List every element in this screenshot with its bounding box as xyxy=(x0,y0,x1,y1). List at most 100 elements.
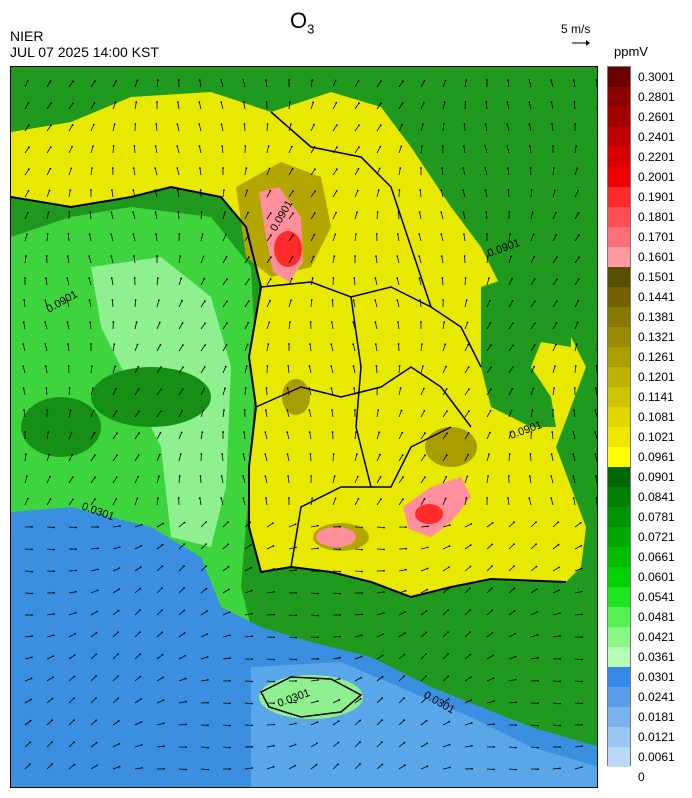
wind-arrow-head xyxy=(206,610,208,613)
wind-arrow-head xyxy=(28,146,30,149)
wind-arrow xyxy=(530,366,535,374)
wind-arrow xyxy=(530,521,537,528)
wind-arrow-head xyxy=(405,526,407,529)
wind-arrow-head xyxy=(117,720,120,722)
wind-arrow-head xyxy=(311,79,314,81)
wind-arrow xyxy=(222,234,227,242)
wind-arrow xyxy=(353,366,356,374)
wind-arrow-head xyxy=(333,475,336,478)
wind-arrow xyxy=(134,366,139,374)
wind-arrow-head xyxy=(290,145,293,148)
wind-arrow-head xyxy=(492,677,495,680)
wind-arrow-head xyxy=(317,679,319,681)
wind-arrow-head xyxy=(247,234,250,236)
wind-arrow xyxy=(222,634,230,638)
wind-arrow-head xyxy=(338,677,341,680)
wind-arrow-head xyxy=(445,388,448,390)
colorbar-label: 0.2401 xyxy=(638,130,675,144)
wind-arrow xyxy=(574,101,576,110)
province-boundary-4 xyxy=(350,296,372,488)
wind-arrow-head xyxy=(185,700,187,703)
wind-arrow xyxy=(442,476,447,484)
wind-arrow xyxy=(332,720,340,726)
wind-arrow-head xyxy=(161,631,164,634)
wind-arrow xyxy=(464,300,467,308)
wind-arrow-head xyxy=(513,587,516,590)
wind-arrow-head xyxy=(183,632,186,634)
wind-arrow xyxy=(222,322,228,330)
wind-arrow-head xyxy=(88,299,91,302)
wind-arrow xyxy=(68,233,70,242)
wind-arrow-head xyxy=(273,702,275,705)
colorbar-label: 0.2801 xyxy=(638,90,675,104)
wind-arrow xyxy=(507,80,510,88)
wind-arrow xyxy=(464,745,472,748)
wind-arrow-head xyxy=(485,211,487,214)
wind-arrow-head xyxy=(309,321,312,323)
wind-arrow-head xyxy=(73,697,75,699)
wind-arrow-head xyxy=(185,768,187,771)
wind-arrow xyxy=(486,544,493,550)
wind-arrow-head xyxy=(25,255,27,257)
wind-arrow-head xyxy=(358,102,360,105)
wind-arrow-head xyxy=(71,453,74,456)
wind-arrow xyxy=(508,565,515,572)
wind-arrow xyxy=(420,432,426,440)
wind-arrow-head xyxy=(537,656,539,659)
chart-title: O3 xyxy=(290,8,314,42)
colorbar-swatch xyxy=(608,447,630,467)
wind-arrow xyxy=(220,498,224,506)
wind-arrow xyxy=(310,498,313,506)
wind-arrow xyxy=(310,679,318,682)
wind-arrow xyxy=(88,278,92,286)
wind-arrow-head xyxy=(469,544,472,546)
wind-arrow xyxy=(574,365,577,374)
wind-arrow xyxy=(222,566,229,572)
wind-arrow xyxy=(46,613,54,616)
wind-arrow xyxy=(376,633,384,638)
wind-arrow xyxy=(375,344,378,352)
wind-arrow-head xyxy=(163,768,165,770)
wind-arrow xyxy=(46,526,55,528)
wind-arrow xyxy=(486,522,493,528)
wind-arrow-head xyxy=(161,565,164,568)
wind-arrow xyxy=(310,614,319,616)
wind-arrow-head xyxy=(185,746,187,748)
wind-arrow xyxy=(46,146,52,154)
wind-arrow-head xyxy=(595,475,597,477)
wind-arrow xyxy=(134,676,141,682)
wind-arrow-head xyxy=(26,211,29,214)
wind-arrow xyxy=(396,256,400,264)
wind-arrow xyxy=(332,453,334,462)
wind-arrow xyxy=(112,546,120,550)
colorbar-swatch xyxy=(608,107,630,127)
wind-arrow xyxy=(442,631,449,638)
wind-arrow xyxy=(464,498,467,506)
wind-arrow-head xyxy=(424,454,426,457)
wind-arrow xyxy=(221,124,224,132)
wind-arrow-head xyxy=(374,299,377,302)
wind-arrow xyxy=(418,234,422,242)
wind-arrow-head xyxy=(67,233,70,235)
wind-arrow-head xyxy=(92,409,95,412)
wind-arrow xyxy=(508,345,514,352)
wind-arrow-head xyxy=(352,321,355,324)
wind-arrow xyxy=(23,299,26,308)
wind-arrow-head xyxy=(206,633,209,635)
wind-arrow xyxy=(266,658,275,660)
wind-arrow xyxy=(552,279,558,286)
wind-arrow-head xyxy=(309,343,311,345)
wind-arrow-head xyxy=(139,566,142,568)
wind-arrow xyxy=(595,476,597,484)
colorbar-label: 0.1701 xyxy=(638,230,675,244)
wind-arrow-head xyxy=(359,763,361,765)
wind-arrow-head xyxy=(177,79,180,81)
wind-arrow xyxy=(376,103,382,110)
wind-arrow-head xyxy=(118,546,121,548)
wind-arrow xyxy=(464,454,469,462)
wind-arrow xyxy=(398,654,405,660)
wind-arrow-head xyxy=(358,146,360,149)
wind-arrow-head xyxy=(425,653,427,655)
wind-arrow-head xyxy=(426,588,428,591)
wind-arrow xyxy=(156,300,160,308)
